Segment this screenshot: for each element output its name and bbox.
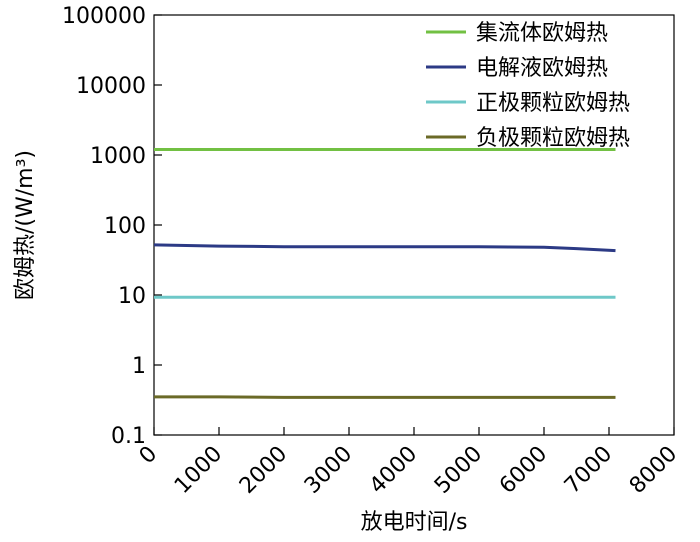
x-tick-label: 1000 xyxy=(170,442,227,499)
y-tick-label: 100000 xyxy=(62,4,146,29)
x-tick-label: 6000 xyxy=(495,442,552,499)
y-axis-ticks: 0.1 1 10 100 1000 10000 100000 xyxy=(62,4,162,449)
legend-label: 正极颗粒欧姆热 xyxy=(476,91,630,116)
y-tick-label: 1000 xyxy=(90,144,146,169)
y-tick-label: 0.1 xyxy=(111,424,146,449)
y-tick-label: 10 xyxy=(118,284,146,309)
y-tick-label: 10000 xyxy=(76,74,146,99)
x-tick-label: 2000 xyxy=(235,442,292,499)
y-tick-label: 100 xyxy=(104,214,146,239)
x-tick-label: 8000 xyxy=(625,442,682,499)
series-line xyxy=(153,243,616,253)
x-axis-title: 放电时间/s xyxy=(361,510,468,535)
y-axis-title: 欧姆热/(W/m³) xyxy=(13,150,38,300)
x-tick-label: 3000 xyxy=(300,442,357,499)
legend-label: 集流体欧姆热 xyxy=(476,21,608,46)
legend-label: 负极颗粒欧姆热 xyxy=(476,126,630,151)
x-tick-label: 7000 xyxy=(560,442,617,499)
x-tick-label: 5000 xyxy=(430,442,487,499)
x-axis-ticks: 0 1000 2000 3000 4000 5000 6000 7000 8000 xyxy=(135,427,682,499)
series-layer xyxy=(153,147,616,399)
y-tick-label: 1 xyxy=(132,354,146,379)
legend-label: 电解液欧姆热 xyxy=(476,56,608,81)
x-tick-label: 4000 xyxy=(365,442,422,499)
